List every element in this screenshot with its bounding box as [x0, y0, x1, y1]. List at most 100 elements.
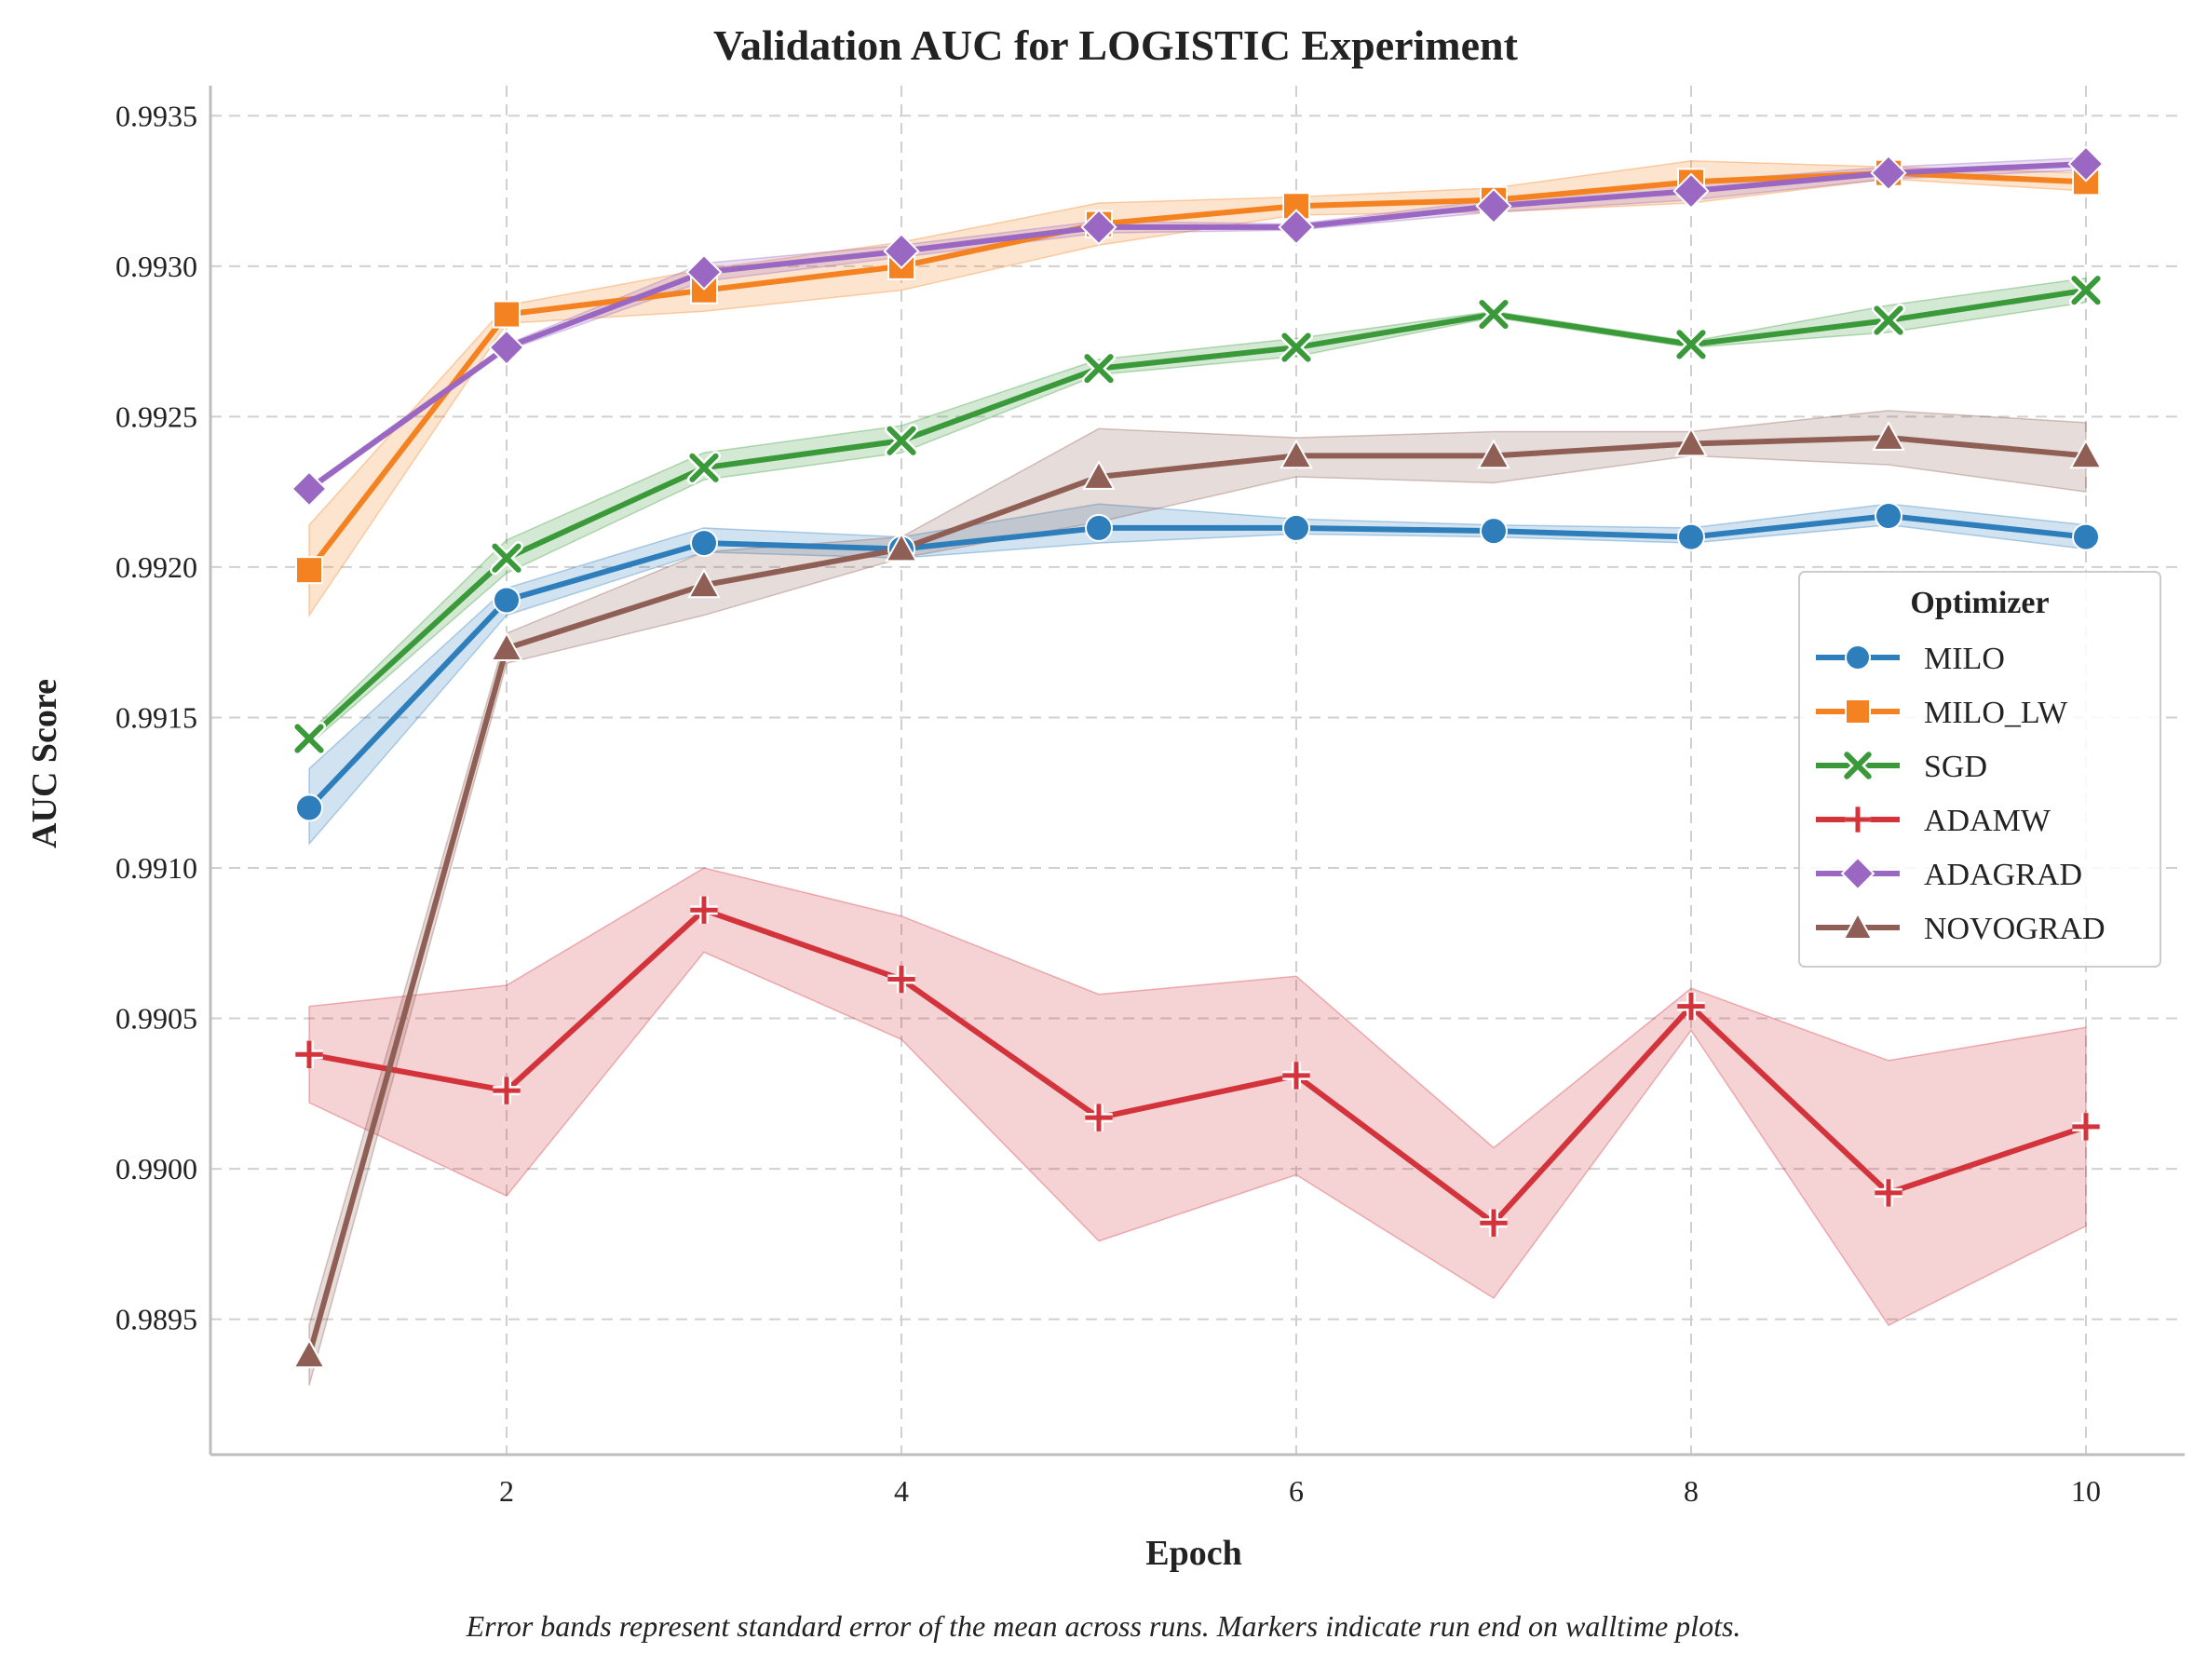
marker-novograd [885, 532, 918, 562]
marker-milo [1677, 522, 1705, 551]
line-milo [306, 513, 2089, 811]
legend-item-adamw: ADAMW [1816, 804, 2051, 838]
legend-item-adagrad: ADAGRAD [1816, 856, 2082, 892]
band-sgd [308, 277, 2087, 747]
marker-milo-lw [493, 300, 521, 329]
marker-novograd [1477, 439, 1510, 469]
x-tick-label: 8 [1684, 1474, 1699, 1508]
line-adagrad [306, 161, 2089, 492]
marker-novograd [1674, 427, 1708, 457]
marker-adagrad [291, 470, 328, 508]
legend-swatch-marker [1845, 644, 1871, 671]
legend-label: NOVOGRAD [1924, 912, 2105, 946]
marker-adamw [295, 1040, 323, 1069]
marker-adamw [887, 965, 915, 994]
marker-adagrad [1475, 187, 1512, 224]
legend-swatch-marker [1842, 911, 1874, 940]
marker-sgd [1081, 351, 1117, 386]
legend-label: SGD [1924, 750, 1987, 784]
marker-adamw [1085, 1104, 1113, 1131]
legend-swatch-marker [1845, 698, 1871, 725]
marker-adamw [1282, 1062, 1310, 1090]
legend-item-novograd: NOVOGRAD [1816, 911, 2105, 946]
line-sgd [306, 287, 2089, 742]
marker-adagrad [685, 253, 723, 291]
marker-adagrad [1080, 209, 1117, 246]
legend-item-sgd: SGD [1816, 749, 1987, 784]
legend-swatch-marker [1840, 856, 1875, 891]
marker-sgd [2068, 273, 2104, 307]
marker-novograd [687, 568, 721, 599]
x-axis-label: Epoch [1145, 1534, 1241, 1573]
figure-caption: Error bands represent standard error of … [466, 1609, 1741, 1643]
legend-item-milo-lw: MILO_LW [1816, 696, 2068, 730]
legend-items: MILO MILO_LW SGD ADAMW ADAGRAD NOVOGRAD [1816, 642, 2105, 946]
marker-milo [1282, 513, 1310, 542]
marker-adagrad [1672, 172, 1710, 210]
marker-sgd [884, 424, 919, 458]
marker-novograd [292, 1338, 326, 1369]
x-tick-labels: 2 4 6 8 10 [499, 1474, 2101, 1508]
y-tick-label: 0.9900 [115, 1152, 197, 1185]
marker-adamw [1875, 1179, 1902, 1207]
x-tick-label: 2 [499, 1474, 514, 1508]
marker-novograd [2069, 439, 2103, 469]
marker-sgd [1476, 297, 1511, 332]
marker-adagrad [1278, 209, 1315, 246]
series-markers [291, 145, 2105, 1369]
marker-adamw [493, 1077, 521, 1104]
x-tick-label: 6 [1289, 1474, 1304, 1508]
band-novograd [308, 410, 2087, 1386]
legend-swatch-marker [1841, 749, 1875, 782]
y-tick-label: 0.9930 [115, 250, 197, 283]
y-tick-label: 0.9905 [115, 1002, 197, 1036]
legend-label: ADAMW [1924, 804, 2051, 838]
x-tick-label: 10 [2071, 1474, 2101, 1508]
marker-adagrad [2067, 145, 2105, 183]
marker-milo [2072, 522, 2100, 551]
axes [209, 86, 2185, 1456]
marker-milo [1480, 517, 1508, 546]
legend-item-milo: MILO [1816, 642, 2005, 676]
marker-adagrad [488, 329, 525, 366]
legend-frame [1798, 571, 2161, 968]
y-axis-label: AUC Score [25, 679, 64, 848]
marker-novograd [1280, 439, 1313, 469]
chart-title: Validation AUC for LOGISTIC Experiment [713, 21, 1519, 69]
marker-milo [493, 586, 521, 615]
marker-milo [1085, 513, 1113, 542]
marker-adagrad [883, 233, 920, 270]
marker-sgd [291, 721, 327, 756]
marker-adamw [690, 896, 718, 924]
legend-label: MILO [1924, 642, 2005, 676]
line-adamw [306, 907, 2089, 1226]
marker-sgd [1279, 330, 1314, 365]
marker-novograd [1082, 459, 1116, 490]
legend-swatch-marker [1845, 806, 1871, 833]
series-lines [306, 161, 2089, 1359]
y-tick-label: 0.9920 [115, 550, 197, 584]
marker-sgd [1673, 327, 1709, 361]
y-tick-label: 0.9925 [115, 400, 197, 433]
y-tick-label: 0.9935 [115, 99, 197, 132]
y-tick-label: 0.9910 [115, 851, 197, 885]
line-milo-lw [306, 169, 2089, 574]
marker-novograd [1872, 420, 1905, 451]
legend-title: Optimizer [1910, 586, 2049, 620]
line-novograd [306, 435, 2089, 1359]
x-tick-label: 4 [894, 1474, 909, 1508]
marker-adagrad [1870, 155, 1907, 192]
marker-adamw [1480, 1209, 1508, 1237]
marker-milo [690, 529, 718, 558]
marker-sgd [686, 451, 722, 485]
marker-milo-lw [1282, 192, 1310, 221]
y-tick-labels: 0.9895 0.9900 0.9905 0.9910 0.9915 0.9920 0.99… [115, 99, 197, 1335]
marker-adamw [1677, 992, 1705, 1021]
legend: Optimizer MILO MILO_LW SGD ADAMW ADAGRAD NOVO… [1798, 571, 2161, 968]
marker-milo-lw [295, 556, 323, 585]
marker-sgd [489, 541, 524, 576]
legend-label: MILO_LW [1924, 696, 2068, 730]
y-tick-label: 0.9915 [115, 700, 197, 734]
marker-adamw [2072, 1113, 2100, 1141]
